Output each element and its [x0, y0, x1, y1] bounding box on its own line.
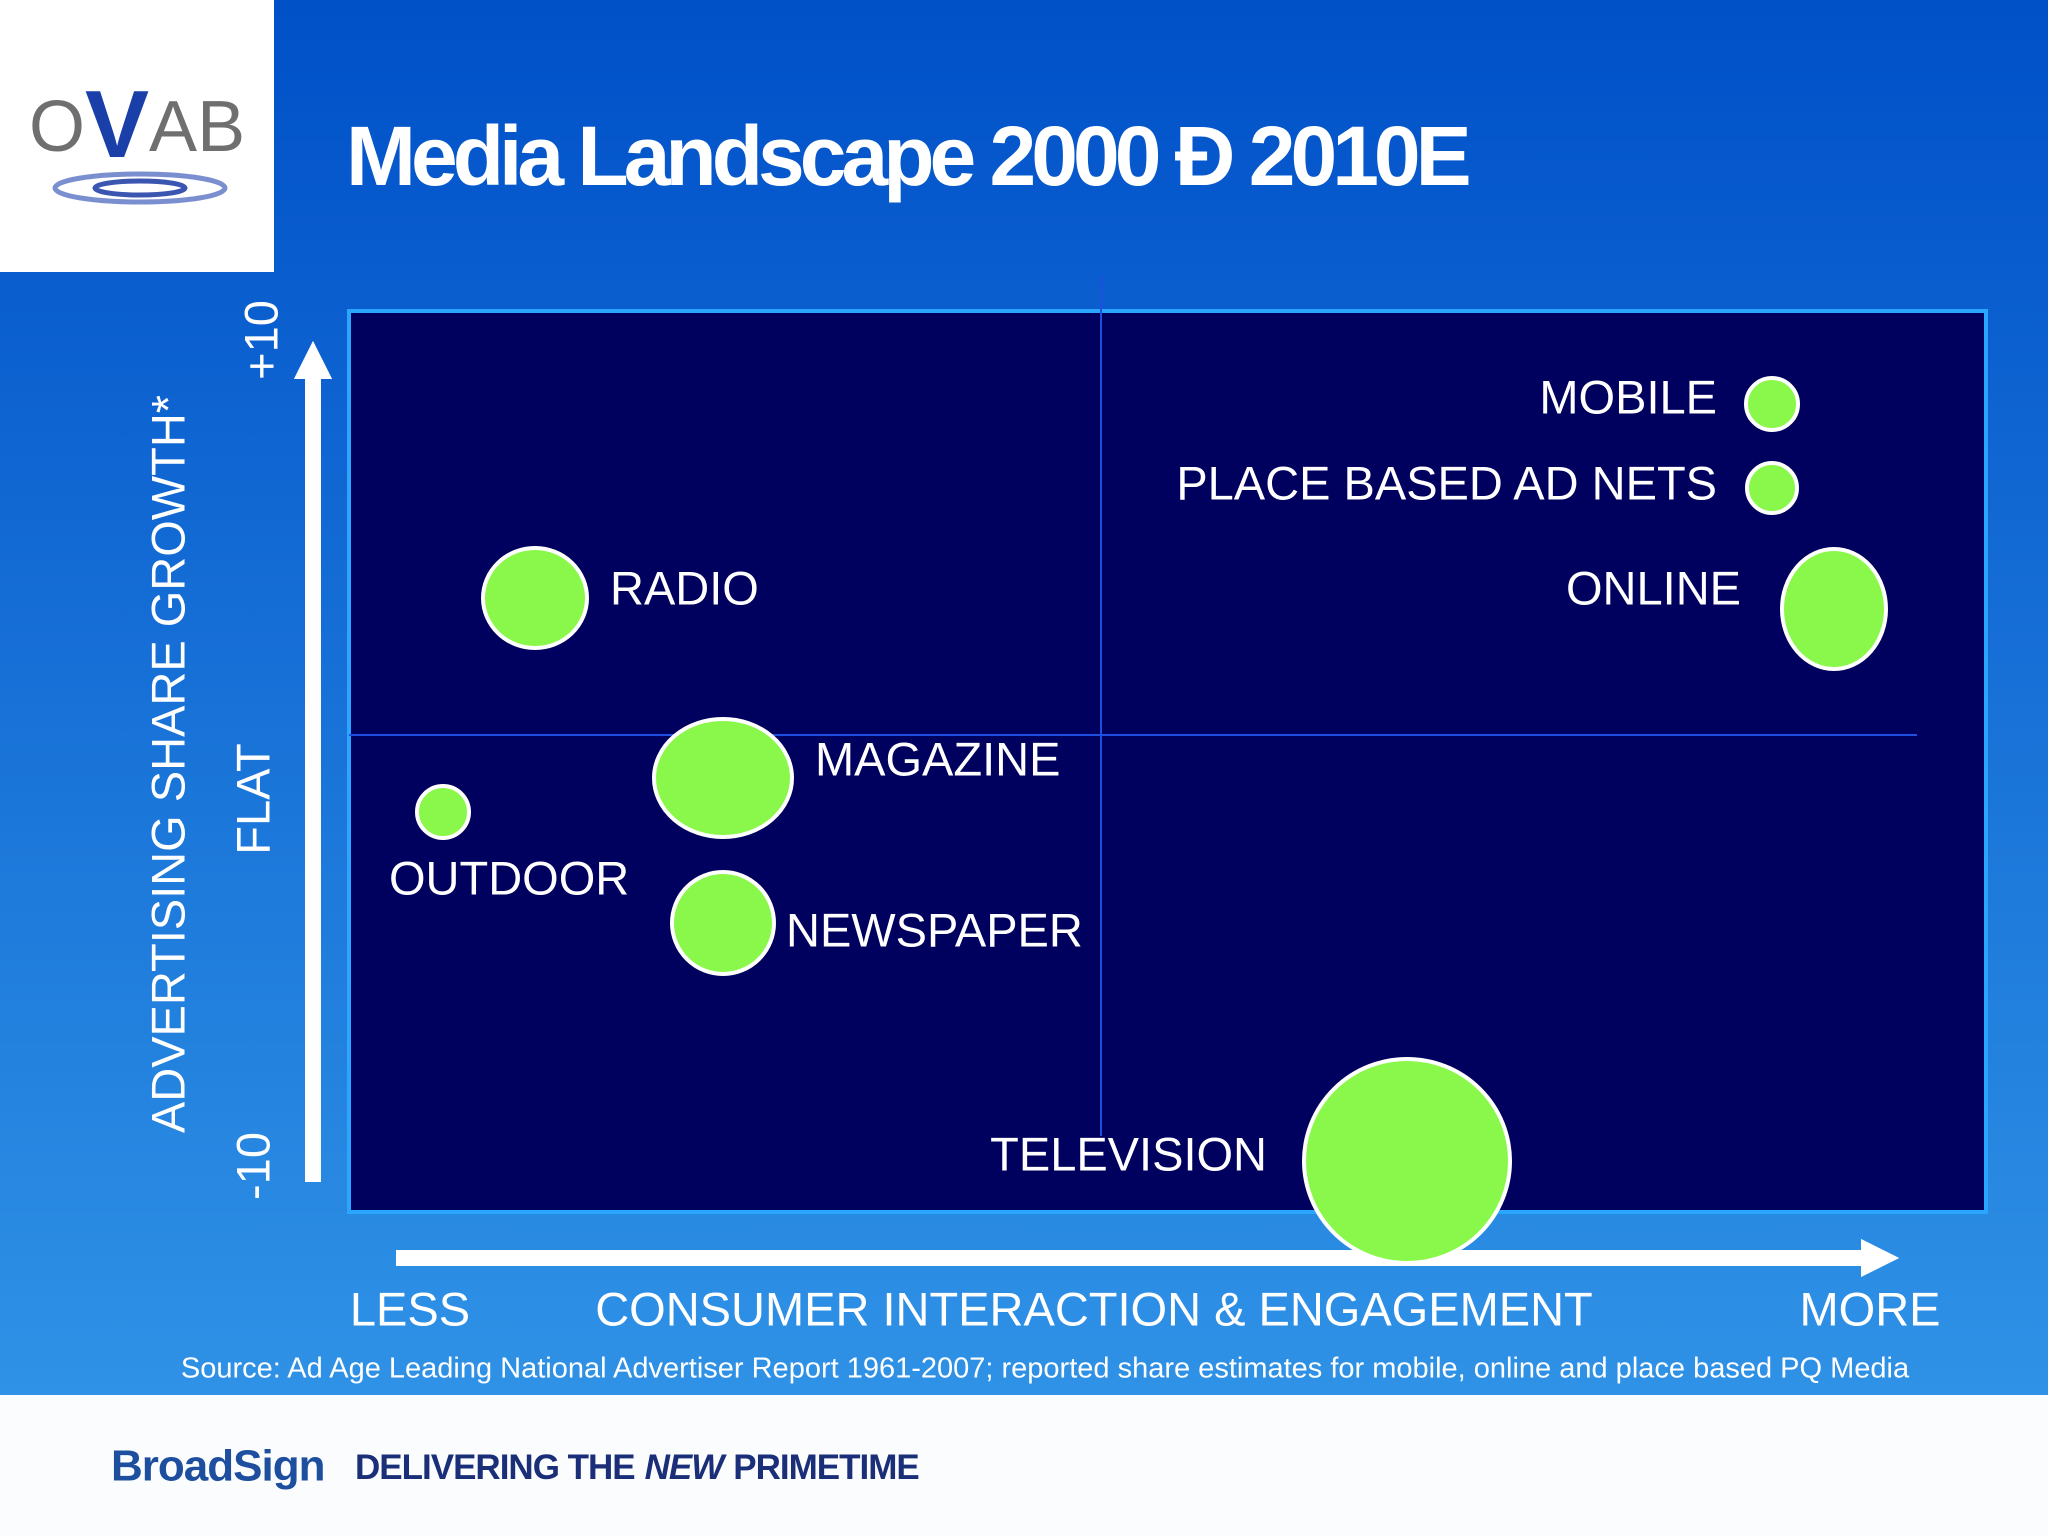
bubble [415, 784, 471, 840]
bubble [1302, 1057, 1512, 1265]
title: Media Landscape 2000 Ð 2010E [346, 109, 1469, 203]
x-axis-left: LESS [350, 1282, 470, 1335]
bubble [670, 870, 776, 976]
logo-ring [52, 171, 228, 205]
bubble [1780, 547, 1888, 671]
tagline-part: DELIVERING THE [355, 1448, 635, 1487]
bubble [1745, 461, 1799, 515]
y-axis-label: ADVERTISING SHARE GROWTH* [141, 395, 194, 1133]
plot-area [347, 309, 1988, 1214]
x-axis-right: MORE [1800, 1282, 1941, 1335]
logo-part: V [85, 71, 149, 178]
bubble [481, 546, 589, 650]
logo-ring [92, 178, 188, 198]
footer-band [0, 1395, 2048, 1536]
logo-part: O [29, 87, 85, 167]
logo-box [0, 0, 274, 272]
y-axis-top: +10 [234, 300, 287, 380]
item-label: OUTDOOR [389, 851, 629, 904]
logo-part: AB [149, 87, 245, 167]
item-label: ONLINE [1566, 561, 1741, 614]
bubbles [415, 376, 1888, 1265]
tagline: DELIVERING THE NEW PRIMETIME [355, 1448, 919, 1487]
brand: BroadSign [111, 1442, 324, 1491]
source: Source: Ad Age Leading National Advertis… [181, 1353, 1910, 1385]
item-label: MOBILE [1539, 370, 1717, 423]
x-axis-label: CONSUMER INTERACTION & ENGAGEMENT [595, 1282, 1593, 1335]
item-label: TELEVISION [990, 1127, 1267, 1180]
y-axis-bottom: -10 [226, 1132, 279, 1200]
item-label: PLACE BASED AD NETS [1176, 456, 1717, 509]
item-label: RADIO [610, 561, 759, 614]
bubble [1744, 376, 1800, 432]
item-label: MAGAZINE [815, 732, 1060, 785]
logo-text: OVAB [29, 71, 245, 178]
tagline-part: NEW [645, 1448, 728, 1487]
bubble [652, 717, 794, 839]
item-label: NEWSPAPER [786, 903, 1083, 956]
y-axis-middle: FLAT [226, 743, 279, 854]
tagline-part: PRIMETIME [733, 1448, 918, 1487]
